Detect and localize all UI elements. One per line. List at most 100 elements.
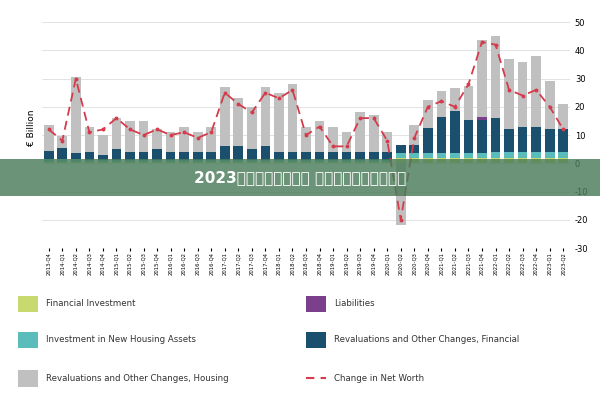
Bar bbox=[206, 160, 216, 162]
Bar bbox=[450, 111, 460, 154]
Bar bbox=[423, 154, 433, 158]
Bar bbox=[301, 160, 311, 162]
Bar bbox=[342, 152, 352, 160]
Bar bbox=[531, 152, 541, 158]
Bar bbox=[233, 98, 243, 146]
Bar bbox=[382, 162, 392, 163]
Text: Revaluations and Other Changes, Financial: Revaluations and Other Changes, Financia… bbox=[334, 336, 520, 344]
Bar bbox=[85, 162, 94, 163]
Bar bbox=[44, 159, 53, 162]
Bar bbox=[166, 132, 175, 152]
Bar bbox=[464, 158, 473, 163]
Text: Revaluations and Other Changes, Housing: Revaluations and Other Changes, Housing bbox=[46, 374, 229, 383]
Bar bbox=[437, 91, 446, 117]
Bar bbox=[545, 158, 554, 163]
Bar bbox=[531, 158, 541, 163]
Bar bbox=[85, 126, 94, 152]
Bar bbox=[206, 162, 216, 163]
Bar bbox=[409, 158, 419, 163]
Bar bbox=[450, 154, 460, 158]
Bar bbox=[306, 332, 326, 348]
Bar bbox=[247, 107, 257, 149]
Bar bbox=[139, 152, 148, 160]
Bar bbox=[559, 158, 568, 163]
Bar bbox=[477, 40, 487, 117]
Text: Financial Investment: Financial Investment bbox=[46, 300, 136, 308]
Bar bbox=[491, 36, 500, 118]
Bar bbox=[423, 158, 433, 163]
Bar bbox=[559, 104, 568, 130]
Bar bbox=[491, 158, 500, 163]
Bar bbox=[504, 158, 514, 163]
Bar bbox=[220, 146, 230, 160]
Bar bbox=[545, 152, 554, 158]
Y-axis label: € Billion: € Billion bbox=[28, 110, 37, 146]
Bar bbox=[504, 130, 514, 152]
Bar bbox=[301, 152, 311, 160]
Text: Liabilities: Liabilities bbox=[334, 300, 375, 308]
Bar bbox=[274, 162, 284, 163]
Bar bbox=[260, 160, 270, 162]
Bar bbox=[559, 130, 568, 152]
Bar bbox=[206, 152, 216, 160]
Bar bbox=[409, 145, 419, 154]
Bar bbox=[98, 162, 108, 163]
Bar bbox=[58, 136, 67, 148]
Bar bbox=[342, 160, 352, 162]
Text: Change in Net Worth: Change in Net Worth bbox=[334, 374, 424, 383]
Bar bbox=[260, 87, 270, 146]
Bar bbox=[71, 162, 81, 163]
Bar bbox=[98, 160, 108, 162]
Bar bbox=[545, 130, 554, 152]
Bar bbox=[260, 146, 270, 160]
Bar bbox=[287, 160, 298, 162]
Bar bbox=[396, 154, 406, 158]
Bar bbox=[193, 160, 203, 162]
Bar bbox=[491, 152, 500, 158]
Bar bbox=[152, 162, 162, 163]
Bar bbox=[166, 162, 175, 163]
Bar bbox=[314, 152, 325, 160]
Bar bbox=[328, 126, 338, 152]
Bar bbox=[58, 148, 67, 159]
Bar bbox=[491, 118, 500, 152]
Bar bbox=[382, 132, 392, 152]
Bar bbox=[437, 158, 446, 163]
Bar bbox=[545, 82, 554, 130]
Bar bbox=[477, 117, 487, 120]
Bar bbox=[179, 162, 189, 163]
Bar bbox=[166, 152, 175, 160]
Bar bbox=[112, 162, 121, 163]
Bar bbox=[504, 152, 514, 158]
Bar bbox=[531, 126, 541, 152]
Bar bbox=[464, 86, 473, 120]
Bar bbox=[518, 126, 527, 152]
Bar bbox=[464, 120, 473, 154]
Bar bbox=[98, 155, 108, 160]
Bar bbox=[18, 296, 38, 312]
Bar bbox=[369, 152, 379, 160]
Bar bbox=[504, 59, 514, 130]
Bar bbox=[328, 160, 338, 162]
Bar bbox=[179, 126, 189, 152]
Bar bbox=[287, 84, 298, 152]
Bar bbox=[58, 162, 67, 163]
Bar bbox=[71, 159, 81, 162]
Bar bbox=[139, 121, 148, 152]
Bar bbox=[220, 87, 230, 146]
Bar bbox=[518, 62, 527, 126]
Bar bbox=[355, 162, 365, 163]
Bar bbox=[125, 162, 135, 163]
Bar bbox=[518, 152, 527, 158]
Bar bbox=[233, 162, 243, 163]
Bar bbox=[396, 163, 406, 226]
Bar bbox=[152, 160, 162, 162]
Bar bbox=[179, 152, 189, 160]
Bar bbox=[112, 149, 121, 160]
Bar bbox=[423, 100, 433, 128]
Bar bbox=[274, 160, 284, 162]
Bar bbox=[233, 160, 243, 162]
Text: Investment in New Housing Assets: Investment in New Housing Assets bbox=[46, 336, 196, 344]
Bar bbox=[396, 158, 406, 163]
Bar bbox=[518, 158, 527, 163]
